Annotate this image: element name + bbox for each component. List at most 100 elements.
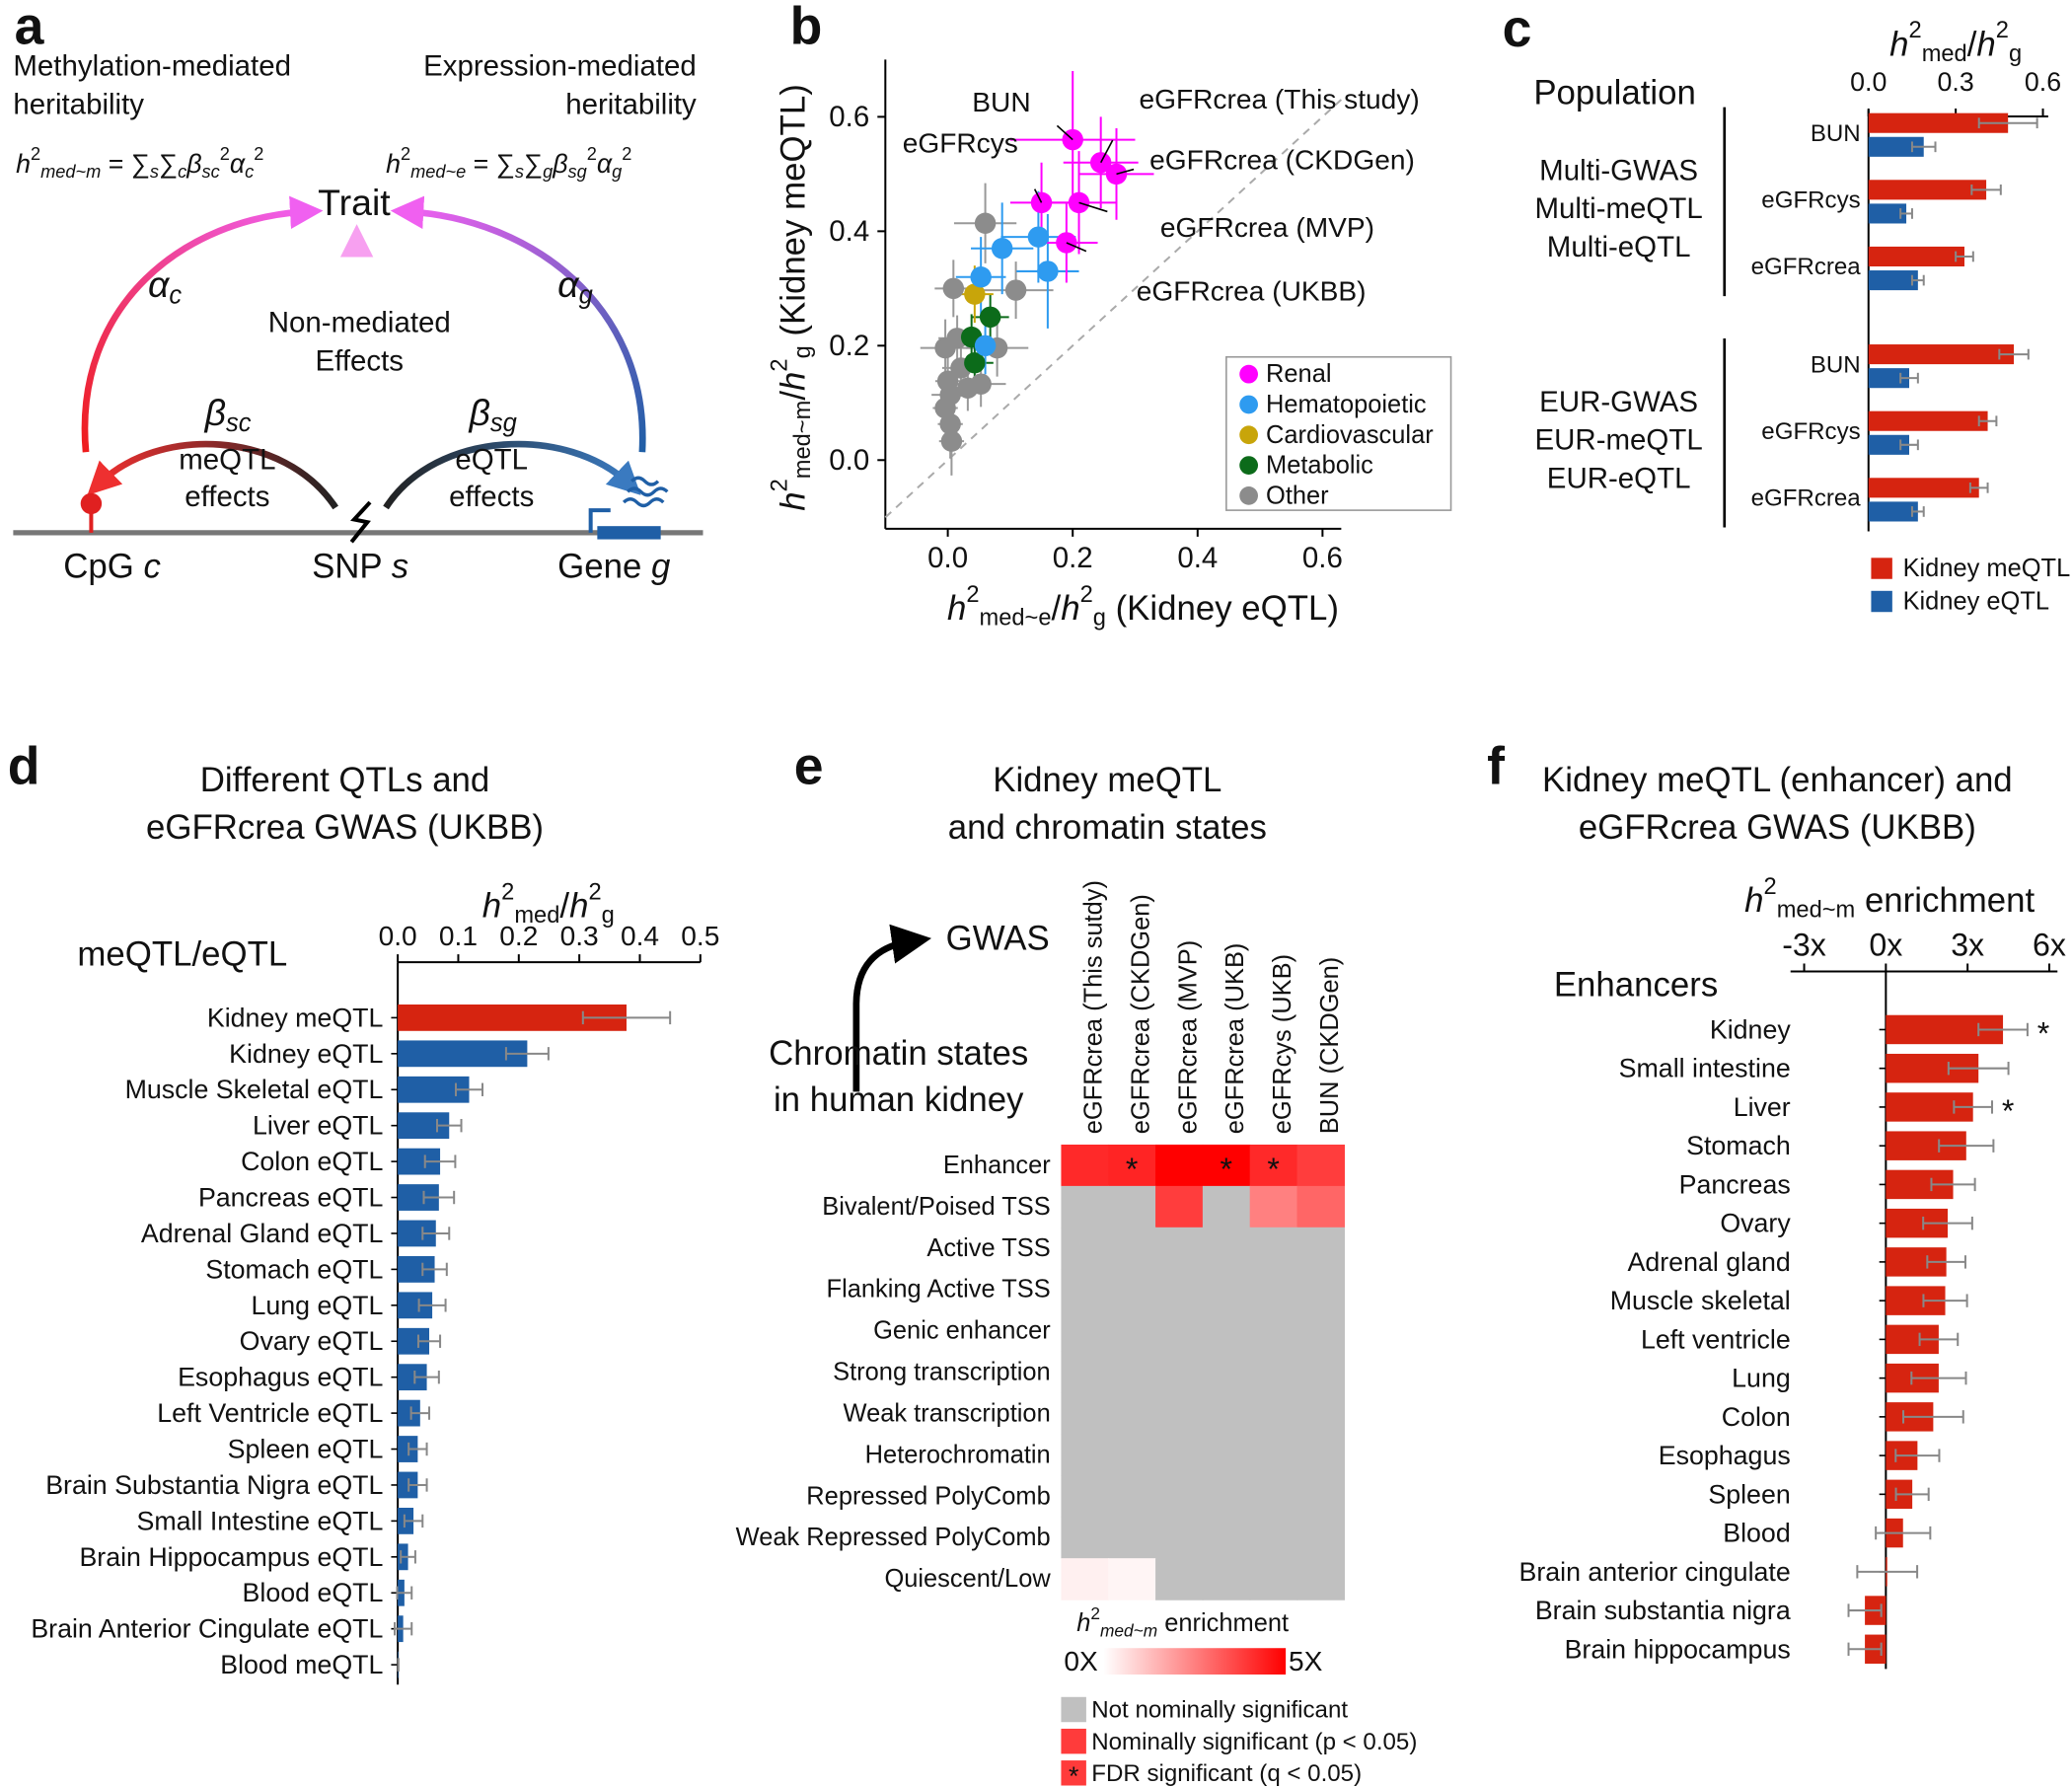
text-part: g (612, 162, 622, 182)
text-part: h (386, 149, 401, 179)
cell-not-significant (1108, 1392, 1156, 1436)
locus-label: Gene g (557, 547, 671, 585)
text-part: sg (490, 410, 517, 437)
text-part: 2 (1996, 18, 2009, 43)
y-tick-label: eGFRcys (1761, 418, 1860, 445)
text-part: s (150, 162, 159, 182)
text-part: g (602, 903, 615, 929)
cell-not-significant (1296, 1517, 1345, 1559)
text-part: h (1744, 881, 1763, 920)
text-part: = (466, 149, 496, 179)
chart-title: and chromatin states (948, 808, 1267, 847)
y-tick-label: 0.4 (829, 215, 869, 248)
cpg-head (80, 492, 103, 515)
cell-not-significant (1202, 1475, 1251, 1518)
text-part: med (1922, 41, 1967, 67)
x-tick-label: 0.2 (1053, 542, 1093, 574)
cell-not-significant (1108, 1185, 1156, 1229)
cell-not-significant (1108, 1434, 1156, 1476)
text-part: β (204, 392, 226, 433)
point-label: eGFRcrea (This study) (1139, 84, 1419, 114)
cell-not-significant (1061, 1309, 1109, 1353)
cell-not-significant (1202, 1268, 1251, 1311)
bar (1868, 501, 1918, 522)
identity-line (884, 99, 1343, 519)
cell-not-significant (1202, 1227, 1251, 1270)
text-part: / (559, 886, 569, 925)
x-tick-label: 0.3 (1938, 67, 1974, 97)
alpha-label: αc (148, 263, 182, 309)
y-tick-label: Esophagus eQTL (178, 1363, 383, 1392)
significance-star: * (2037, 1015, 2050, 1051)
point (964, 351, 986, 374)
cell-not-significant (1108, 1351, 1156, 1394)
cell-not-significant (1249, 1351, 1298, 1394)
text-part: α (557, 263, 580, 305)
beta-label: βsc (204, 392, 252, 437)
legend-marker (1871, 590, 1892, 613)
panel-label: d (8, 737, 40, 795)
chart-title: Different QTLs and (200, 761, 489, 799)
cell-not-significant (1155, 1475, 1204, 1518)
point (940, 430, 963, 452)
cell (1061, 1144, 1109, 1187)
x-tick-label: 0.4 (621, 921, 659, 951)
text-part: 2 (254, 144, 263, 164)
x-tick-label: 0.6 (2025, 67, 2061, 97)
group-label: Multi-GWAS (1539, 154, 1698, 186)
y-tick-label: Colon (1722, 1402, 1791, 1432)
text-part: 2 (767, 358, 792, 371)
significance-star: * (1126, 1152, 1139, 1187)
column-label: BUN (CKDGen) (1316, 957, 1344, 1135)
cell-not-significant (1296, 1309, 1345, 1353)
point (942, 277, 965, 300)
cell-not-significant (1202, 1434, 1251, 1476)
x-tick-label: 0.3 (560, 921, 599, 951)
cell-not-significant (1061, 1392, 1109, 1436)
row-header: Chromatin states (769, 1034, 1028, 1073)
column-label: eGFRcrea (UKB) (1221, 943, 1249, 1135)
cell-not-significant (1296, 1227, 1345, 1270)
text-part: g (579, 281, 593, 309)
x-tick-label: 3x (1951, 928, 1984, 963)
y-tick-label: Pancreas eQTL (198, 1183, 383, 1213)
bar (1868, 344, 2015, 365)
text-part: 2 (588, 879, 601, 905)
text-part: s (392, 547, 408, 585)
y-tick-label: Stomach eQTL (205, 1254, 383, 1284)
text-part: c (144, 547, 162, 585)
y-tick-label: Blood meQTL (220, 1650, 383, 1679)
point (970, 266, 992, 288)
cell-not-significant (1296, 1434, 1345, 1476)
text-part: sc (202, 162, 220, 182)
y-tick-label: Ovary eQTL (240, 1326, 384, 1356)
y-tick-label: 0.0 (829, 444, 869, 477)
text-part: 2 (401, 144, 410, 164)
y-tick-label: Spleen eQTL (228, 1435, 384, 1464)
group-label: Multi-eQTL (1547, 231, 1691, 263)
colorbar-tick-label: 5X (1289, 1646, 1323, 1676)
header: Population (1533, 73, 1696, 112)
text-part: ∑ (524, 149, 543, 179)
arc-beta-sc (87, 440, 338, 510)
text-part: 2 (1090, 1603, 1100, 1623)
y-tick-label: Brain hippocampus (1565, 1634, 1791, 1664)
text-part: h (1976, 25, 1995, 63)
bar (1868, 112, 2009, 133)
panel-label: e (794, 737, 824, 795)
legend-marker (1239, 456, 1258, 475)
y-tick-label: Kidney eQTL (229, 1039, 383, 1069)
point (974, 335, 997, 357)
y-tick-label: Brain Substantia Nigra eQTL (45, 1470, 383, 1500)
y-tick-label: Muscle skeletal (1610, 1286, 1791, 1315)
text-part: med~m (1777, 898, 1856, 924)
text-part: = (101, 149, 131, 179)
legend-label: Cardiovascular (1266, 421, 1434, 449)
text-part: s (515, 162, 524, 182)
bar (1868, 434, 1910, 455)
effect-label: Effects (316, 344, 405, 377)
cell-not-significant (1202, 1558, 1251, 1601)
cell-not-significant (1108, 1517, 1156, 1559)
row-label: Weak transcription (844, 1399, 1051, 1427)
text-part: 2 (622, 144, 631, 164)
